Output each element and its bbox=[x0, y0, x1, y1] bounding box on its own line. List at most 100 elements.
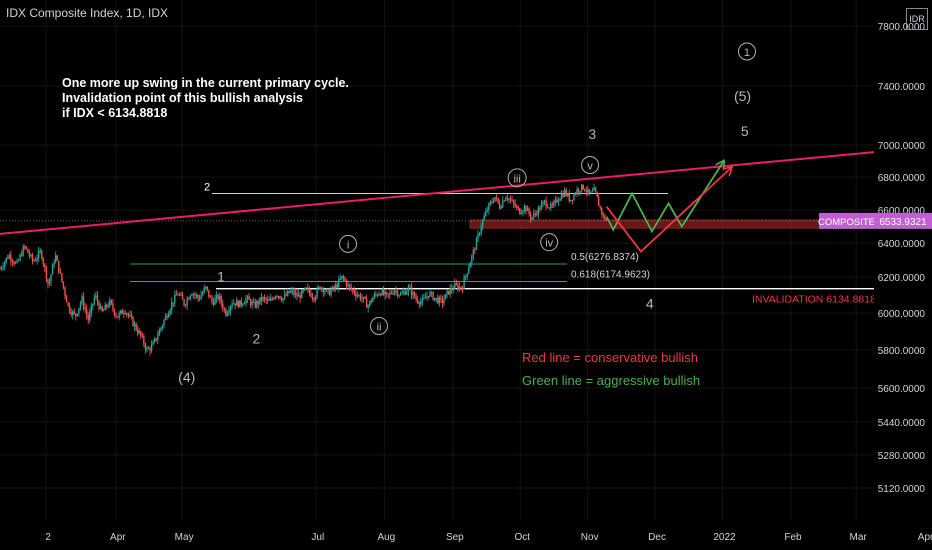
candle-body bbox=[498, 203, 501, 209]
horizontal-levels: 2 0.5(6276.8374) 0.618(6174.9623) INVALIDAT… bbox=[0, 182, 876, 306]
candle-body bbox=[78, 307, 80, 314]
candle-body bbox=[143, 336, 145, 345]
candle-body bbox=[253, 302, 255, 304]
candle-body bbox=[104, 304, 106, 311]
candle-body bbox=[347, 284, 349, 287]
candle-body bbox=[229, 306, 232, 311]
candle-body bbox=[339, 278, 342, 280]
candle-body bbox=[217, 295, 219, 300]
wave-label: 1 bbox=[744, 47, 750, 59]
candle-body bbox=[355, 293, 357, 297]
candle-body bbox=[192, 294, 195, 296]
candles bbox=[0, 183, 608, 356]
candle-body bbox=[341, 276, 343, 279]
candle-body bbox=[81, 296, 83, 303]
wave-circle bbox=[339, 234, 358, 253]
candle-body bbox=[218, 296, 221, 300]
candle-body bbox=[457, 284, 459, 290]
candle-body bbox=[434, 297, 436, 300]
candle-body bbox=[27, 248, 29, 253]
candle-body bbox=[605, 219, 608, 221]
candle-body bbox=[34, 260, 37, 262]
candle-body bbox=[146, 348, 148, 350]
candle-body bbox=[554, 199, 557, 202]
candle-body bbox=[158, 330, 161, 336]
candle-body bbox=[28, 252, 31, 256]
candle-body bbox=[297, 295, 300, 297]
wave-circle bbox=[540, 233, 559, 252]
candle-body bbox=[505, 197, 507, 201]
candle-body bbox=[215, 295, 218, 299]
candle-body bbox=[107, 305, 109, 307]
candle-body bbox=[304, 287, 306, 291]
candle-body bbox=[211, 296, 213, 302]
candle-body bbox=[175, 294, 178, 296]
candle-body bbox=[443, 299, 445, 304]
candle-body bbox=[311, 297, 314, 299]
currency-badge[interactable]: IDR bbox=[906, 8, 928, 30]
price-axis[interactable]: 7800.0000 7400.0000 7000.0000 6800.0000 6600… bbox=[818, 0, 932, 550]
candle-body bbox=[56, 255, 58, 261]
candle-body bbox=[410, 286, 413, 295]
candle-body bbox=[41, 250, 43, 259]
candle-body bbox=[31, 254, 34, 261]
candle-body bbox=[132, 317, 134, 327]
candle-body bbox=[136, 329, 139, 334]
candle-body bbox=[257, 301, 260, 304]
candle-body bbox=[502, 200, 504, 207]
candle-body bbox=[550, 204, 552, 208]
candle-body bbox=[316, 288, 318, 297]
candle-body bbox=[533, 213, 535, 218]
candle-body bbox=[375, 294, 377, 296]
candle-body bbox=[435, 297, 437, 299]
candle-body bbox=[129, 314, 131, 316]
candle-body bbox=[44, 264, 46, 268]
candle-body bbox=[96, 295, 99, 303]
candle-body bbox=[22, 246, 24, 256]
price-tick-label: 6400.0000 bbox=[878, 239, 926, 250]
candle-body bbox=[248, 296, 250, 300]
candle-body bbox=[191, 294, 193, 296]
time-axis[interactable]: 2 Apr May Jul Aug Sep Oct Nov Dec 2022 Feb Mar Apr bbox=[0, 522, 932, 550]
candle-body bbox=[403, 291, 405, 293]
candle-body bbox=[399, 293, 402, 296]
candle-body bbox=[344, 277, 346, 281]
candle-body bbox=[150, 345, 153, 351]
candle-body bbox=[174, 294, 176, 304]
candle-body bbox=[198, 298, 201, 300]
candle-body bbox=[203, 287, 205, 293]
candle-body bbox=[455, 283, 458, 285]
candle-body bbox=[362, 296, 365, 299]
candle-body bbox=[599, 206, 601, 208]
candle-body bbox=[36, 258, 38, 261]
candle-body bbox=[463, 277, 465, 290]
candle-body bbox=[164, 316, 167, 321]
candle-body bbox=[478, 233, 481, 235]
candle-body bbox=[404, 291, 407, 295]
candle-body bbox=[209, 296, 212, 298]
candle-body bbox=[200, 295, 202, 300]
candle-body bbox=[389, 292, 391, 295]
candle-body bbox=[45, 267, 48, 280]
candle-body bbox=[540, 204, 543, 210]
candle-body bbox=[0, 268, 1, 270]
time-tick-label: May bbox=[175, 532, 194, 543]
candle-body bbox=[294, 292, 297, 295]
candle-body bbox=[545, 200, 547, 207]
note-line-3: if IDX < 6134.8818 bbox=[62, 106, 168, 120]
candle-body bbox=[54, 255, 57, 263]
candle-body bbox=[364, 296, 366, 299]
candle-body bbox=[39, 250, 41, 252]
candle-body bbox=[485, 211, 487, 217]
candle-body bbox=[509, 198, 512, 201]
candle-body bbox=[512, 200, 515, 204]
time-tick-label: 2 bbox=[45, 532, 51, 543]
candle-body bbox=[287, 291, 289, 296]
candle-body bbox=[356, 295, 359, 297]
candle-body bbox=[582, 184, 584, 190]
candle-body bbox=[458, 286, 461, 290]
candle-body bbox=[214, 298, 216, 305]
candle-body bbox=[152, 342, 154, 346]
candle-body bbox=[359, 294, 362, 300]
